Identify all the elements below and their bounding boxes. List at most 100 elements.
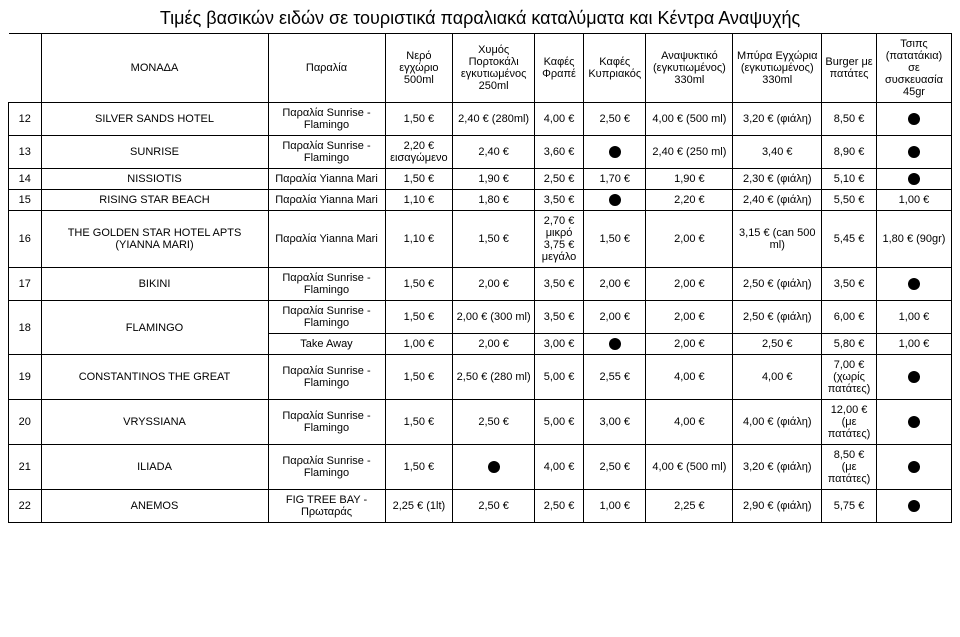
row-num: 21 xyxy=(9,445,42,490)
table-row: 13SUNRISEΠαραλία Sunrise - Flamingo2,20 … xyxy=(9,136,952,169)
row-beach: FIG TREE BAY - Πρωταράς xyxy=(268,490,385,523)
table-row: 16THE GOLDEN STAR HOTEL APTS (YIANNA MAR… xyxy=(9,211,952,268)
row-burger: 5,50 € xyxy=(822,190,877,211)
row-beer: 3,20 € (φιάλη) xyxy=(733,445,822,490)
row-beach: Παραλία Yianna Mari xyxy=(268,211,385,268)
dot-icon xyxy=(908,461,920,473)
row-soda: 4,00 € (500 ml) xyxy=(646,445,733,490)
row-chips: 1,80 € (90gr) xyxy=(876,211,951,268)
row-burger: 12,00 € (με πατάτες) xyxy=(822,400,877,445)
row-water: 1,50 € xyxy=(385,355,453,400)
col-num xyxy=(9,34,42,103)
row-soda: 2,00 € xyxy=(646,268,733,301)
row-num: 16 xyxy=(9,211,42,268)
col-juice: Χυμός Πορτοκάλι εγκυτιωμένος 250ml xyxy=(453,34,535,103)
row-beach: Παραλία Yianna Mari xyxy=(268,190,385,211)
row-unit: THE GOLDEN STAR HOTEL APTS (YIANNA MARI) xyxy=(41,211,268,268)
table-header-row: ΜΟΝΑΔΑ Παραλία Νερό εγχώριο 500ml Χυμός … xyxy=(9,34,952,103)
row-water: 1,50 € xyxy=(385,103,453,136)
row-unit: VRYSSIANA xyxy=(41,400,268,445)
table-row: 20VRYSSIANAΠαραλία Sunrise - Flamingo1,5… xyxy=(9,400,952,445)
row-chips xyxy=(876,355,951,400)
row-juice: 1,80 € xyxy=(453,190,535,211)
col-soda: Αναψυκτικό (εγκυτιωμένος) 330ml xyxy=(646,34,733,103)
col-burger: Burger με πατάτες xyxy=(822,34,877,103)
row-soda: 2,40 € (250 ml) xyxy=(646,136,733,169)
table-row: 12SILVER SANDS HOTELΠαραλία Sunrise - Fl… xyxy=(9,103,952,136)
dot-icon xyxy=(609,146,621,158)
dot-icon xyxy=(908,371,920,383)
row-beer: 2,50 € (φιάλη) xyxy=(733,268,822,301)
row-chips xyxy=(876,490,951,523)
row-unit: FLAMINGO xyxy=(41,301,268,355)
row-burger: 5,75 € xyxy=(822,490,877,523)
row-unit: NISSIOTIS xyxy=(41,169,268,190)
row-beach: Take Away xyxy=(268,334,385,355)
table-row: 19CONSTANTINOS THE GREATΠαραλία Sunrise … xyxy=(9,355,952,400)
row-beer: 4,00 € xyxy=(733,355,822,400)
row-beer: 2,90 € (φιάλη) xyxy=(733,490,822,523)
row-cyprus: 2,55 € xyxy=(584,355,646,400)
row-soda: 2,25 € xyxy=(646,490,733,523)
row-frappe: 4,00 € xyxy=(535,445,584,490)
row-chips: 1,00 € xyxy=(876,334,951,355)
row-chips xyxy=(876,169,951,190)
col-frappe: Καφές Φραπέ xyxy=(535,34,584,103)
row-unit: SILVER SANDS HOTEL xyxy=(41,103,268,136)
row-burger: 5,45 € xyxy=(822,211,877,268)
row-cyprus: 2,00 € xyxy=(584,268,646,301)
row-juice: 1,50 € xyxy=(453,211,535,268)
row-beer: 3,20 € (φιάλη) xyxy=(733,103,822,136)
row-beach: Παραλία Sunrise - Flamingo xyxy=(268,268,385,301)
row-beach: Παραλία Sunrise - Flamingo xyxy=(268,301,385,334)
dot-icon xyxy=(908,500,920,512)
row-frappe: 3,50 € xyxy=(535,190,584,211)
row-chips: 1,00 € xyxy=(876,190,951,211)
row-num: 19 xyxy=(9,355,42,400)
row-cyprus: 2,50 € xyxy=(584,445,646,490)
row-soda: 2,00 € xyxy=(646,334,733,355)
row-beach: Παραλία Sunrise - Flamingo xyxy=(268,136,385,169)
row-beer: 2,50 € (φιάλη) xyxy=(733,301,822,334)
row-water: 2,20 € εισαγώμενο xyxy=(385,136,453,169)
row-soda: 1,90 € xyxy=(646,169,733,190)
row-juice: 2,00 € xyxy=(453,334,535,355)
table-row: 22ANEMOSFIG TREE BAY - Πρωταράς2,25 € (1… xyxy=(9,490,952,523)
row-water: 1,50 € xyxy=(385,400,453,445)
row-water: 1,50 € xyxy=(385,169,453,190)
col-water: Νερό εγχώριο 500ml xyxy=(385,34,453,103)
row-burger: 7,00 € (χωρίς πατάτες) xyxy=(822,355,877,400)
dot-icon xyxy=(908,416,920,428)
dot-icon xyxy=(609,338,621,350)
row-frappe: 3,60 € xyxy=(535,136,584,169)
row-frappe: 4,00 € xyxy=(535,103,584,136)
row-beach: Παραλία Sunrise - Flamingo xyxy=(268,400,385,445)
table-row: 21ILIADAΠαραλία Sunrise - Flamingo1,50 €… xyxy=(9,445,952,490)
row-unit: SUNRISE xyxy=(41,136,268,169)
row-frappe: 3,50 € xyxy=(535,268,584,301)
row-burger: 8,90 € xyxy=(822,136,877,169)
row-water: 1,00 € xyxy=(385,334,453,355)
row-cyprus: 2,50 € xyxy=(584,103,646,136)
col-unit: ΜΟΝΑΔΑ xyxy=(41,34,268,103)
row-burger: 5,80 € xyxy=(822,334,877,355)
row-juice: 2,00 € xyxy=(453,268,535,301)
dot-icon xyxy=(488,461,500,473)
row-water: 2,25 € (1lt) xyxy=(385,490,453,523)
col-beach: Παραλία xyxy=(268,34,385,103)
row-frappe: 2,50 € xyxy=(535,169,584,190)
row-cyprus: 1,50 € xyxy=(584,211,646,268)
price-table: ΜΟΝΑΔΑ Παραλία Νερό εγχώριο 500ml Χυμός … xyxy=(8,33,952,523)
col-cyprus: Καφές Κυπριακός xyxy=(584,34,646,103)
row-num: 20 xyxy=(9,400,42,445)
row-chips xyxy=(876,103,951,136)
row-soda: 2,00 € xyxy=(646,211,733,268)
row-chips xyxy=(876,445,951,490)
row-chips xyxy=(876,400,951,445)
row-beer: 2,40 € (φιάλη) xyxy=(733,190,822,211)
row-num: 17 xyxy=(9,268,42,301)
row-unit: BIKINI xyxy=(41,268,268,301)
row-beer: 3,40 € xyxy=(733,136,822,169)
row-water: 1,10 € xyxy=(385,190,453,211)
row-unit: RISING STAR BEACH xyxy=(41,190,268,211)
